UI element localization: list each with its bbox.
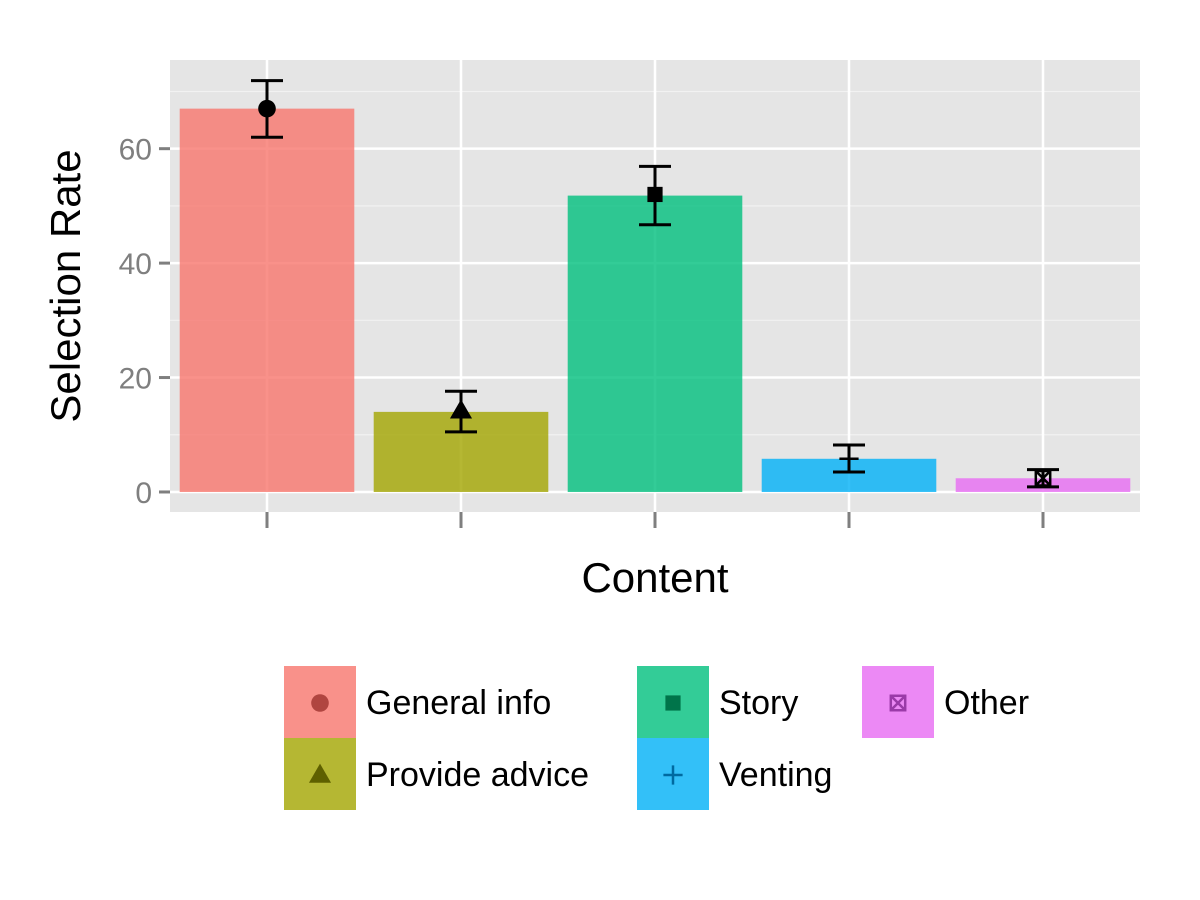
legend-label: Story: [719, 684, 798, 722]
point-story: [647, 186, 663, 203]
legend-label: General info: [366, 684, 551, 722]
x-axis: [265, 512, 1045, 528]
y-tick-label: 20: [119, 363, 152, 396]
legend-marker-story: [665, 695, 681, 711]
legend-marker-other: [889, 694, 907, 712]
legend-item-other: Other: [862, 666, 1029, 738]
legend-marker-venting: [663, 765, 683, 785]
bars: [179, 108, 1131, 492]
y-tick-label: 60: [119, 134, 152, 167]
y-tick-label: 40: [119, 248, 152, 281]
legend-marker-general-info: [311, 694, 329, 712]
y-axis: 0 20 40 60: [119, 134, 170, 510]
point-venting: [839, 449, 859, 469]
y-axis-title: Selection Rate: [42, 149, 89, 422]
legend-item-provide-advice: Provide advice: [284, 738, 589, 810]
bar-general-info: [179, 108, 355, 492]
point-general-info: [258, 99, 276, 118]
legend: General info Provide advice Story Venting Ot…: [284, 666, 1029, 810]
x-axis-title: Content: [581, 554, 728, 601]
legend-item-general-info: General info: [284, 666, 551, 738]
legend-label: Venting: [719, 756, 832, 794]
legend-label: Other: [944, 684, 1029, 722]
legend-item-story: Story: [637, 666, 798, 738]
bar-story: [567, 195, 743, 492]
legend-label: Provide advice: [366, 756, 589, 794]
points: [258, 99, 1052, 487]
legend-item-venting: Venting: [637, 738, 832, 810]
y-tick-label: 0: [135, 477, 152, 510]
legend-marker-provide-advice: [308, 763, 332, 783]
point-provide-advice: [449, 399, 473, 419]
point-other: [1034, 469, 1052, 487]
